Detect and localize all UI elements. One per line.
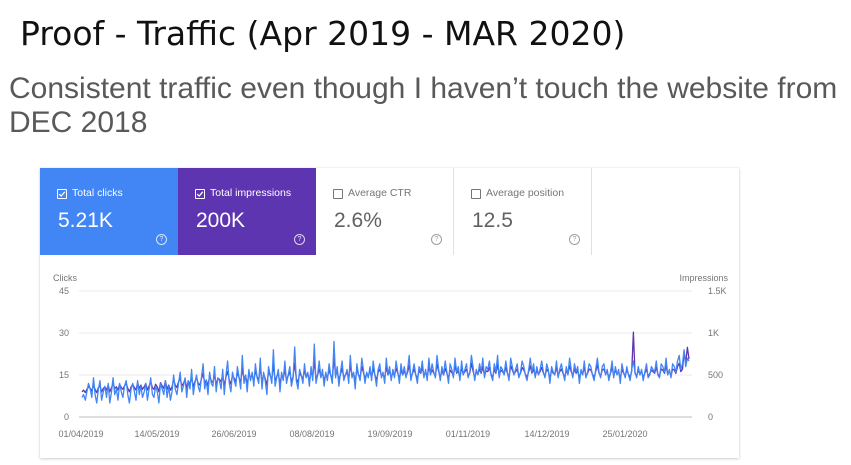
metric-card-total-clicks[interactable]: Total clicks 5.21K ?: [40, 168, 178, 255]
metric-value: 5.21K: [58, 209, 113, 232]
right-tick-label: 1K: [708, 328, 719, 338]
help-icon[interactable]: ?: [294, 234, 305, 245]
left-axis-label: Clicks: [53, 273, 77, 283]
slide-subtitle: Consistent traffic even though I haven’t…: [9, 72, 838, 139]
x-tick-label: 01/04/2019: [58, 429, 103, 439]
checkbox-unchecked-icon[interactable]: [333, 189, 343, 199]
checkbox-checked-icon[interactable]: [195, 189, 205, 199]
x-tick-label: 19/09/2019: [367, 429, 412, 439]
metric-value: 200K: [196, 209, 246, 232]
chart-series: [81, 331, 690, 404]
help-icon[interactable]: ?: [156, 234, 167, 245]
right-tick-label: 0: [708, 412, 713, 422]
metric-label: Total clicks: [72, 187, 123, 199]
metric-card-average-position[interactable]: Average position 12.5 ?: [454, 168, 592, 255]
right-axis-ticks: 0 500 1K 1.5K: [708, 286, 727, 422]
metric-value: 2.6%: [334, 209, 382, 232]
left-tick-label: 45: [59, 286, 69, 296]
performance-panel: Total clicks 5.21K ? Total impressions 2…: [40, 168, 739, 458]
x-axis-ticks: 01/04/2019 14/05/2019 26/06/2019 08/08/2019…: [58, 429, 647, 439]
metric-card-average-ctr[interactable]: Average CTR 2.6% ?: [316, 168, 454, 255]
series-line-clicks: [81, 340, 690, 404]
checkbox-checked-icon[interactable]: [57, 189, 67, 199]
right-tick-label: 1.5K: [708, 286, 727, 296]
x-tick-label: 26/06/2019: [211, 429, 256, 439]
x-tick-label: 14/12/2019: [524, 429, 569, 439]
help-icon[interactable]: ?: [569, 234, 580, 245]
help-icon[interactable]: ?: [431, 234, 442, 245]
metric-cards: Total clicks 5.21K ? Total impressions 2…: [40, 168, 595, 255]
left-tick-label: 0: [64, 412, 69, 422]
slide-title: Proof - Traffic (Apr 2019 - MAR 2020): [20, 14, 626, 53]
x-tick-label: 14/05/2019: [134, 429, 179, 439]
performance-chart[interactable]: Clicks Impressions 0 15 30 45 0 500 1K 1.5K 01…: [40, 168, 739, 458]
metric-card-total-impressions[interactable]: Total impressions 200K ?: [178, 168, 316, 255]
right-axis-label: Impressions: [679, 273, 728, 283]
x-tick-label: 08/08/2019: [289, 429, 334, 439]
left-tick-label: 15: [59, 370, 69, 380]
x-tick-label: 01/11/2019: [446, 429, 490, 439]
metric-label: Average CTR: [348, 187, 412, 199]
metric-label: Average position: [486, 187, 565, 199]
right-tick-label: 500: [708, 370, 723, 380]
metric-value: 12.5: [472, 209, 513, 232]
left-tick-label: 30: [59, 328, 69, 338]
checkbox-unchecked-icon[interactable]: [471, 189, 481, 199]
left-axis-ticks: 0 15 30 45: [59, 286, 69, 422]
metric-label: Total impressions: [210, 187, 292, 199]
x-tick-label: 25/01/2020: [602, 429, 647, 439]
